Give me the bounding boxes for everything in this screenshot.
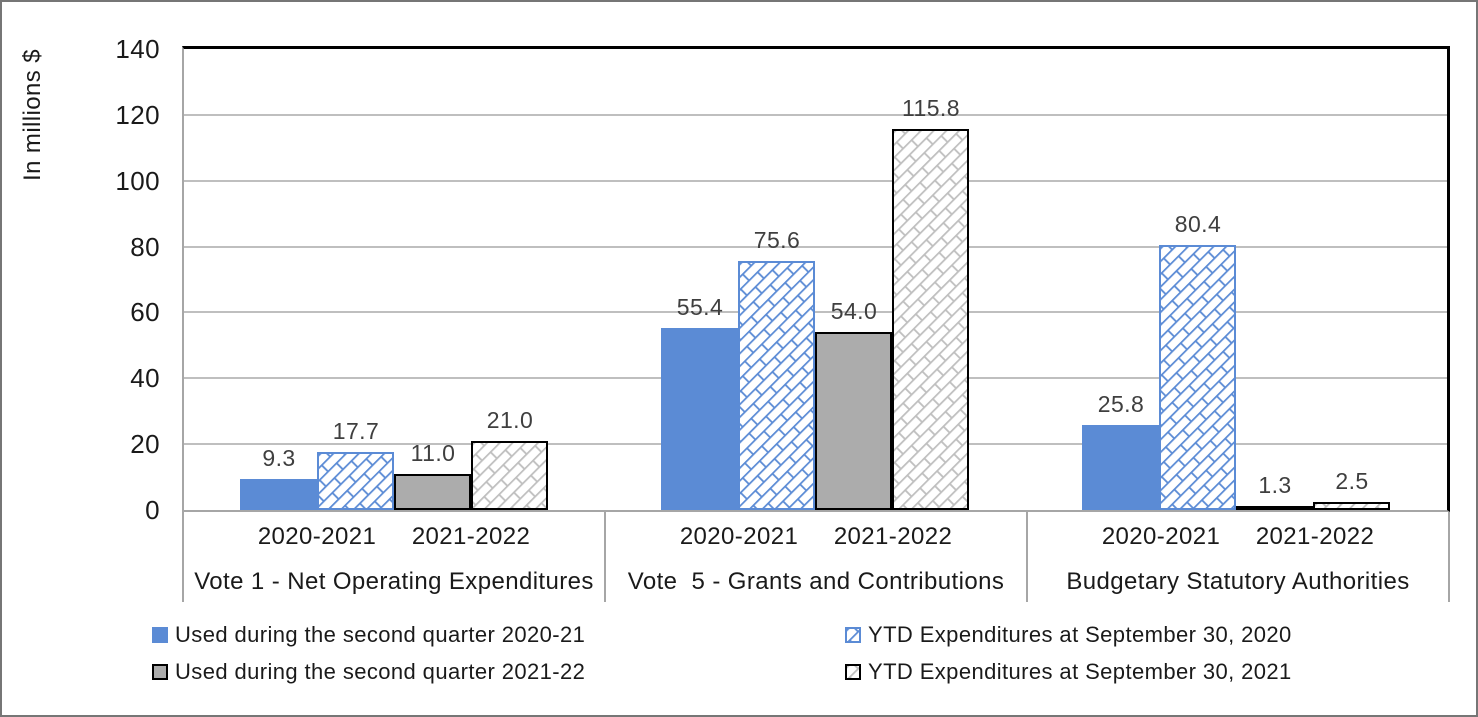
- gridline: [184, 113, 1447, 116]
- gridline: [184, 245, 1447, 248]
- bar-slot: 2.5: [1313, 468, 1391, 510]
- group-label: Vote 1 - Net Operating Expenditures: [194, 568, 594, 595]
- bar-slot: 1.3: [1236, 472, 1314, 510]
- year-label: 2020-2021: [679, 523, 799, 550]
- bar-slot: 54.0: [815, 298, 893, 510]
- bar-value-label: 21.0: [486, 407, 534, 433]
- bar-slot: 21.0: [471, 407, 549, 510]
- y-tick-label: 0: [145, 495, 160, 525]
- y-tick-label: 100: [115, 165, 160, 196]
- legend-item: Used during the second quarter 2021-22: [152, 653, 845, 690]
- bar: [738, 261, 816, 510]
- legend-marker-hatch-gray: [845, 663, 861, 680]
- bar: [1159, 245, 1237, 510]
- y-axis-ticks: 0 20 40 60 80 100 120 140: [2, 34, 160, 525]
- bar-row: 55.4 75.6 54.0 115.8: [661, 95, 970, 510]
- bar: [1313, 502, 1391, 510]
- bar: [1082, 425, 1160, 510]
- year-label: 2021-2022: [833, 523, 953, 550]
- bar-slot: 17.7: [317, 418, 395, 510]
- bar-value-label: 75.6: [753, 227, 801, 253]
- bar-slot: 25.8: [1082, 391, 1160, 510]
- bar-group: 25.8 80.4 1.3 2.5: [1026, 49, 1447, 510]
- gridline: [184, 311, 1447, 314]
- legend-marker-solid-blue: [152, 626, 168, 643]
- bar-value-label: 80.4: [1174, 211, 1222, 237]
- bar: [1236, 506, 1314, 510]
- bar: [661, 328, 739, 510]
- bar-value-label: 115.8: [902, 95, 960, 121]
- legend-item: YTD Expenditures at September 30, 2020: [845, 616, 1292, 653]
- year-label: 2021-2022: [1255, 523, 1375, 550]
- bar-value-label: 54.0: [830, 298, 878, 324]
- legend-label: YTD Expenditures at September 30, 2021: [868, 658, 1292, 684]
- legend-label: Used during the second quarter 2020-21: [175, 621, 586, 647]
- axis-group-cell: 2020-2021 2021-2022 Budgetary Statutory Au…: [1028, 512, 1448, 602]
- year-label-row: 2020-2021 2021-2022: [606, 512, 1026, 562]
- year-label: 2020-2021: [1101, 523, 1221, 550]
- legend-column: YTD Expenditures at September 30, 2020 YT…: [845, 616, 1292, 690]
- axis-group-cell: 2020-2021 2021-2022 Vote 1 - Net Operating…: [184, 512, 606, 602]
- y-tick-label: 20: [130, 429, 160, 460]
- category-axis: 2020-2021 2021-2022 Vote 1 - Net Operating…: [182, 512, 1450, 602]
- legend-item: YTD Expenditures at September 30, 2021: [845, 653, 1292, 690]
- year-label-row: 2020-2021 2021-2022: [184, 512, 604, 562]
- year-label-row: 2020-2021 2021-2022: [1028, 512, 1448, 562]
- bar-value-label: 17.7: [332, 418, 380, 444]
- plot-area: 9.3 17.7 11.0 21.0 55.4 75.6 54.0 115.8 25.8 80.4…: [182, 46, 1450, 512]
- legend-label: YTD Expenditures at September 30, 2020: [868, 621, 1292, 647]
- group-label: Vote 5 - Grants and Contributions: [627, 568, 1005, 595]
- gridline: [184, 179, 1447, 182]
- bar-group: 9.3 17.7 11.0 21.0: [184, 49, 605, 510]
- bar-row: 9.3 17.7 11.0 21.0: [240, 407, 549, 510]
- bar-value-label: 1.3: [1258, 472, 1292, 498]
- bar-value-label: 11.0: [410, 440, 456, 466]
- y-tick-label: 80: [130, 231, 160, 262]
- bar-value-label: 25.8: [1097, 391, 1145, 417]
- group-label: Budgetary Statutory Authorities: [1066, 568, 1410, 595]
- bar: [240, 479, 318, 510]
- legend-item: Used during the second quarter 2020-21: [152, 616, 845, 653]
- bar-value-label: 2.5: [1335, 468, 1369, 494]
- axis-group-cell: 2020-2021 2021-2022 Vote 5 - Grants and Co…: [606, 512, 1028, 602]
- bar-group: 55.4 75.6 54.0 115.8: [605, 49, 1026, 510]
- year-label: 2020-2021: [257, 523, 377, 550]
- y-tick-label: 40: [130, 363, 160, 394]
- bar-slot: 9.3: [240, 445, 318, 510]
- bar: [394, 474, 472, 510]
- bar-slot: 55.4: [661, 294, 739, 510]
- y-tick-label: 120: [115, 99, 160, 130]
- bar-row: 25.8 80.4 1.3 2.5: [1082, 211, 1391, 510]
- legend-marker-hatch-blue: [845, 626, 861, 643]
- bar-slot: 75.6: [738, 227, 816, 510]
- bar-slot: 115.8: [892, 95, 970, 510]
- bar-value-label: 55.4: [676, 294, 724, 320]
- legend-column: Used during the second quarter 2020-21 Us…: [152, 616, 845, 690]
- bar: [815, 332, 893, 510]
- year-label: 2021-2022: [411, 523, 531, 550]
- y-tick-label: 60: [130, 297, 160, 328]
- bar-slot: 11.0: [394, 440, 472, 510]
- legend-marker-solid-gray: [152, 663, 168, 680]
- legend-label: Used during the second quarter 2021-22: [175, 658, 586, 684]
- bar: [317, 452, 395, 510]
- bar-slot: 80.4: [1159, 211, 1237, 510]
- bar: [471, 441, 549, 510]
- bar-value-label: 9.3: [262, 445, 296, 471]
- bar: [892, 129, 970, 510]
- y-tick-label: 140: [115, 34, 160, 64]
- legend: Used during the second quarter 2020-21 Us…: [152, 616, 1446, 690]
